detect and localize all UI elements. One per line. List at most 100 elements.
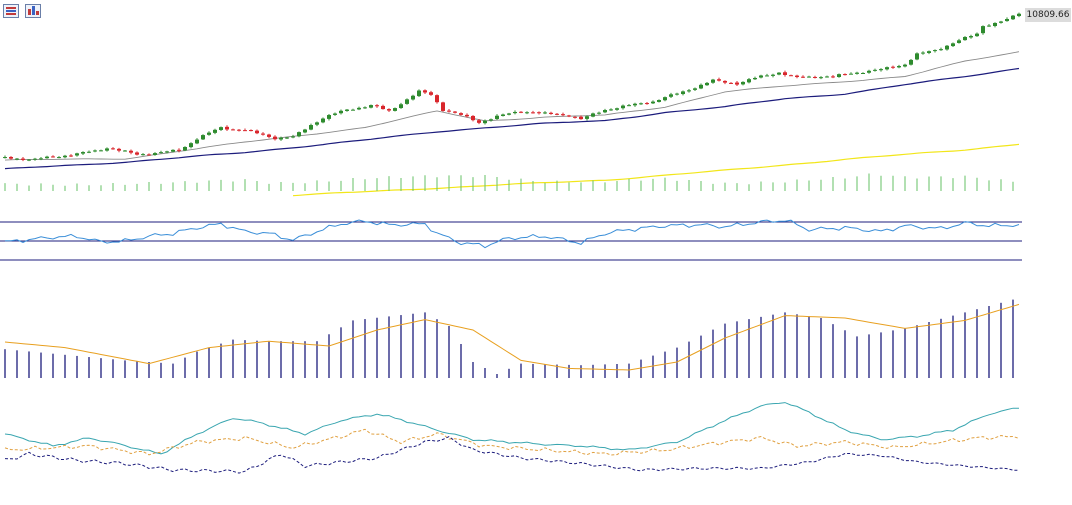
candle <box>903 63 907 68</box>
candle <box>477 118 481 125</box>
candle-body <box>249 130 253 132</box>
candle-body <box>87 151 91 153</box>
candle <box>909 58 913 66</box>
candle-body <box>141 154 145 156</box>
candle <box>957 38 961 44</box>
candle <box>987 23 991 27</box>
volume-panel <box>4 173 1014 191</box>
candle <box>333 112 337 116</box>
candle <box>939 47 943 51</box>
candle-body <box>153 153 157 155</box>
candle <box>531 110 535 114</box>
moving-average-line <box>292 143 1020 197</box>
candle <box>849 72 853 75</box>
candle <box>579 115 583 120</box>
candle-body <box>15 158 19 160</box>
candle-body <box>171 149 175 152</box>
candle <box>801 75 805 79</box>
candle-body <box>477 120 481 123</box>
candle <box>747 77 751 84</box>
candle-body <box>117 148 121 151</box>
candle-body <box>525 112 529 114</box>
candle <box>681 90 685 96</box>
candle-body <box>297 132 301 137</box>
candle-body <box>951 43 955 47</box>
candle-body <box>99 150 103 152</box>
candle-body <box>483 120 487 124</box>
candle-body <box>729 82 733 84</box>
candle-body <box>327 115 331 119</box>
candle <box>411 94 415 101</box>
candle-body <box>609 109 613 111</box>
candle <box>855 71 859 75</box>
candle <box>489 118 493 122</box>
candle-body <box>333 113 337 115</box>
candle-body <box>579 116 583 120</box>
candle <box>27 158 31 162</box>
candle <box>633 102 637 107</box>
candle-body <box>603 110 607 113</box>
candle-body <box>573 116 577 118</box>
candle-body <box>795 75 799 78</box>
chart-window-icon[interactable] <box>25 4 41 18</box>
candle-body <box>591 113 595 117</box>
candle <box>159 150 163 154</box>
candle <box>219 126 223 132</box>
candle-body <box>411 95 415 100</box>
candle-body <box>399 104 403 109</box>
candle-body <box>183 146 187 151</box>
indicator-list-icon[interactable] <box>3 4 19 18</box>
candle-body <box>933 50 937 52</box>
candle-body <box>687 90 691 92</box>
candle <box>1011 14 1015 21</box>
candle <box>207 131 211 136</box>
candle <box>429 90 433 96</box>
candle-body <box>819 77 823 79</box>
candle-body <box>861 72 865 74</box>
candle-body <box>537 112 541 114</box>
candle-body <box>207 132 211 135</box>
candle-body <box>495 115 499 119</box>
candle-body <box>123 150 127 152</box>
candle-body <box>105 148 109 151</box>
candle <box>327 113 331 121</box>
candle <box>3 155 7 159</box>
candle <box>261 132 265 136</box>
candle-body <box>393 108 397 111</box>
candle-body <box>915 53 919 60</box>
candle-body <box>453 111 457 113</box>
candle <box>417 89 421 98</box>
candle-body <box>51 156 55 158</box>
directional-line <box>4 402 1020 455</box>
candle-body <box>519 111 523 113</box>
candle-body <box>3 157 7 159</box>
candle <box>825 75 829 78</box>
candle <box>585 115 589 121</box>
candle <box>705 81 709 86</box>
candle-body <box>531 112 535 114</box>
candle <box>735 80 739 87</box>
candle-body <box>657 100 661 102</box>
candle <box>693 87 697 92</box>
candle-body <box>837 74 841 77</box>
candle-body <box>639 103 643 105</box>
candle-body <box>561 114 565 116</box>
candle-body <box>219 127 223 130</box>
candle <box>777 72 781 76</box>
candle-body <box>63 155 67 158</box>
candle <box>741 81 745 86</box>
candle-body <box>27 159 31 161</box>
candle <box>69 154 73 158</box>
candle-body <box>723 80 727 83</box>
candle-body <box>945 45 949 50</box>
candle <box>225 125 229 131</box>
candle <box>33 157 37 161</box>
candle-body <box>189 143 193 148</box>
candle <box>789 74 793 77</box>
candle-body <box>543 112 547 114</box>
candle-body <box>753 77 757 80</box>
candle-body <box>429 92 433 95</box>
directional-line <box>4 428 1020 456</box>
oscillator-panel <box>0 219 1022 261</box>
candle-body <box>807 76 811 78</box>
